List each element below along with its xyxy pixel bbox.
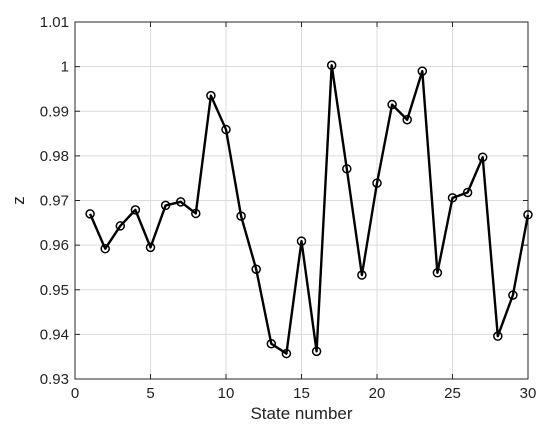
x-tick-label: 0 xyxy=(71,385,79,402)
data-point xyxy=(493,331,503,341)
x-tick-label: 30 xyxy=(520,385,537,402)
data-point xyxy=(175,197,186,207)
series-line xyxy=(88,64,530,355)
series-markers xyxy=(85,60,533,359)
data-point xyxy=(191,208,201,219)
data-point xyxy=(402,114,412,125)
data-point xyxy=(417,66,428,76)
x-tick-label: 15 xyxy=(293,385,310,402)
x-tick-label: 20 xyxy=(369,385,386,402)
data-point xyxy=(221,124,231,135)
data-point xyxy=(447,193,458,203)
data-point xyxy=(251,264,261,274)
data-point xyxy=(462,187,473,198)
y-tick-label: 0.96 xyxy=(40,237,69,254)
data-point xyxy=(85,209,95,219)
y-tick-label: 0.97 xyxy=(40,193,69,210)
y-tick-label: 0.98 xyxy=(40,148,69,165)
x-axis-title: State number xyxy=(250,404,352,423)
data-point xyxy=(432,268,443,278)
data-point xyxy=(387,99,397,110)
data-point xyxy=(130,205,141,215)
data-point xyxy=(311,346,322,357)
axis-ticks xyxy=(74,21,529,380)
y-tick-label: 1.01 xyxy=(40,14,69,31)
y-tick-label: 0.95 xyxy=(40,282,69,299)
x-tick-label: 10 xyxy=(218,385,235,402)
data-point xyxy=(236,211,246,221)
data-point xyxy=(145,242,156,253)
data-point xyxy=(160,200,171,211)
data-point xyxy=(206,90,216,101)
data-point xyxy=(266,338,277,349)
data-point xyxy=(477,152,488,162)
data-point xyxy=(100,243,110,254)
data-point xyxy=(296,236,307,246)
data-point xyxy=(326,60,337,71)
data-point xyxy=(357,270,367,280)
x-tick-label: 25 xyxy=(444,385,461,402)
y-tick-label: 0.99 xyxy=(40,103,69,120)
tick-labels: 0 5 10 15 20 25 30 0.93 0.94 0.95 0.96 0.97 0.98 0.99… xyxy=(40,14,537,402)
data-point xyxy=(523,210,533,220)
data-point xyxy=(281,348,292,359)
y-axis-title: z xyxy=(9,196,28,205)
data-point xyxy=(115,221,126,231)
data-point xyxy=(508,290,518,300)
x-tick-label: 5 xyxy=(146,385,154,402)
data-point xyxy=(342,164,352,174)
data-point xyxy=(372,178,382,188)
y-tick-label: 1 xyxy=(61,59,69,76)
y-tick-label: 0.93 xyxy=(40,371,69,388)
y-tick-label: 0.94 xyxy=(40,326,69,343)
